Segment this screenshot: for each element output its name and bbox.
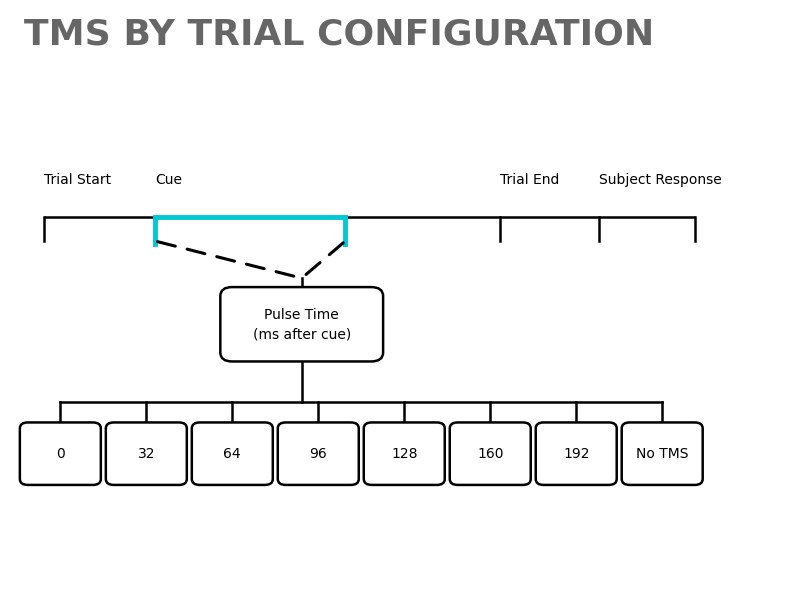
FancyBboxPatch shape — [20, 422, 101, 485]
FancyBboxPatch shape — [449, 422, 530, 485]
Text: 0: 0 — [56, 447, 65, 461]
Text: TMS BY TRIAL CONFIGURATION: TMS BY TRIAL CONFIGURATION — [24, 18, 654, 52]
FancyBboxPatch shape — [220, 287, 383, 361]
FancyBboxPatch shape — [278, 422, 359, 485]
Text: 64: 64 — [223, 447, 241, 461]
Text: 128: 128 — [391, 447, 418, 461]
Text: Subject Response: Subject Response — [599, 173, 723, 187]
Text: 96: 96 — [310, 447, 327, 461]
FancyBboxPatch shape — [364, 422, 445, 485]
FancyBboxPatch shape — [106, 422, 187, 485]
Text: Pulse Time
(ms after cue): Pulse Time (ms after cue) — [252, 308, 351, 341]
FancyBboxPatch shape — [622, 422, 703, 485]
FancyBboxPatch shape — [536, 422, 617, 485]
Text: 32: 32 — [137, 447, 155, 461]
FancyBboxPatch shape — [192, 422, 273, 485]
Text: 160: 160 — [477, 447, 503, 461]
Text: 192: 192 — [563, 447, 589, 461]
Text: No TMS: No TMS — [636, 447, 688, 461]
Text: Trial End: Trial End — [500, 173, 560, 187]
Text: Trial Start: Trial Start — [44, 173, 111, 187]
Text: Cue: Cue — [155, 173, 182, 187]
